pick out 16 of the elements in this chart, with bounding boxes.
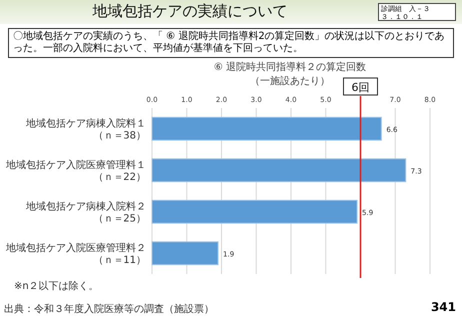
y-tick-label: 地域包括ケア病棟入院料１（ｎ＝38） [25, 117, 146, 142]
text: 341 [430, 300, 456, 314]
ref-line-label: 6回 [352, 81, 370, 94]
bar [152, 200, 358, 224]
source-note: 出典：令和３年度入院医療等の調査（施設票） [4, 302, 214, 316]
text: 地域包括ケアの実績について [92, 2, 288, 21]
text: 〇地域包括ケアの実績のうち、「 ⑥ 退院時共同指導料2の算定回数」の状況は以下のとおりであった。一部の入院料において、平均値が基準値を下回っていた。 [8, 28, 454, 58]
bar [152, 116, 382, 141]
bar [152, 158, 406, 182]
bar [152, 241, 219, 266]
y-tick-label: 地域包括ケア入院医療管理料１（ｎ＝22） [5, 158, 146, 183]
chart-title: ⑥ 退院時共同指導料２の算定回数 [214, 61, 366, 73]
y-tick-label: 地域包括ケア入院医療管理料２（ｎ＝11） [5, 242, 146, 266]
y-tick-label: 地域包括ケア病棟入院料２（ｎ＝25） [25, 200, 146, 224]
text: ※n２以下は除く。 [14, 280, 99, 293]
chart-subtitle: （一施設あたり） [250, 75, 330, 87]
